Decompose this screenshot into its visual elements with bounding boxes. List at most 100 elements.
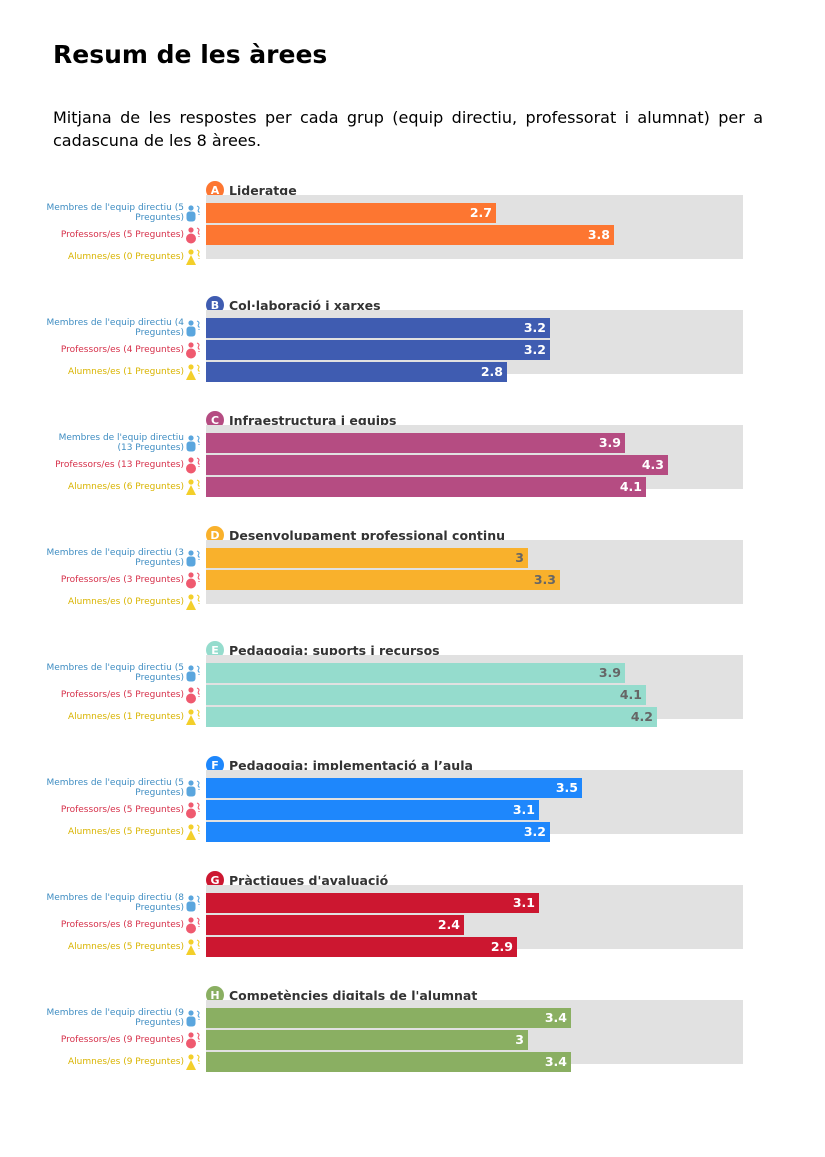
bar-row-directiu: Membres de l'equip directiu (4 Preguntes…	[0, 318, 825, 338]
area-letter-badge: H	[206, 986, 224, 1004]
bar-row-professorat: Professors/es (13 Preguntes) 4.3	[0, 455, 825, 475]
directiu-person-icon	[185, 204, 203, 222]
group-label-text: Membres de l'equip directiu (9 Preguntes…	[46, 1008, 184, 1028]
bar-c-professorat: 4.3	[206, 455, 668, 475]
bar-row-professorat: Professors/es (8 Preguntes) 2.4	[0, 915, 825, 935]
page-title: Resum de les àrees	[53, 40, 328, 69]
bar-value-label: 3.9	[598, 665, 621, 680]
bar-row-alumnat: Alumnes/es (1 Preguntes) 4.2	[0, 707, 825, 727]
group-label-text: Professors/es (5 Preguntes)	[60, 230, 184, 240]
bar-row-alumnat: Alumnes/es (0 Preguntes)	[0, 592, 825, 612]
directiu-person-icon	[185, 894, 203, 912]
bar-row-professorat: Professors/es (9 Preguntes) 3	[0, 1030, 825, 1050]
group-label: Alumnes/es (1 Preguntes)	[44, 707, 184, 727]
area-letter-badge: G	[206, 871, 224, 889]
group-label: Alumnes/es (6 Preguntes)	[44, 477, 184, 497]
group-label: Professors/es (5 Preguntes)	[44, 685, 184, 705]
bar-value-label: 4.3	[641, 457, 664, 472]
bar-row-directiu: Membres de l'equip directiu (5 Preguntes…	[0, 778, 825, 798]
bar-value-label: 3.2	[523, 824, 546, 839]
bar-value-label: 3.1	[512, 895, 535, 910]
bar-row-alumnat: Alumnes/es (9 Preguntes) 3.4	[0, 1052, 825, 1072]
student-person-icon	[185, 478, 203, 496]
bar-f-alumnat: 3.2	[206, 822, 550, 842]
bar-row-alumnat: Alumnes/es (1 Preguntes) 2.8	[0, 362, 825, 382]
area-block-a: A Lideratge Membres de l'equip directiu (5…	[0, 181, 825, 286]
group-label: Membres de l'equip directiu (8 Preguntes…	[44, 893, 184, 913]
group-label: Alumnes/es (5 Preguntes)	[44, 937, 184, 957]
area-letter-badge: D	[206, 526, 224, 544]
bar-b-professorat: 3.2	[206, 340, 550, 360]
directiu-person-icon	[185, 1009, 203, 1027]
teacher-person-icon	[185, 1031, 203, 1049]
group-label-text: Professors/es (13 Preguntes)	[55, 460, 184, 470]
group-label: Membres de l'equip directiu (5 Preguntes…	[44, 663, 184, 683]
bar-value-label: 3.4	[544, 1010, 567, 1025]
student-person-icon	[185, 938, 203, 956]
bar-row-directiu: Membres de l'equip directiu (3 Preguntes…	[0, 548, 825, 568]
area-letter-badge: E	[206, 641, 224, 659]
bar-row-professorat: Professors/es (5 Preguntes) 3.1	[0, 800, 825, 820]
bar-row-directiu: Membres de l'equip directiu (13 Pregunte…	[0, 433, 825, 453]
group-label: Alumnes/es (9 Preguntes)	[44, 1052, 184, 1072]
bar-value-label: 3.2	[523, 320, 546, 335]
group-label: Professors/es (5 Preguntes)	[44, 800, 184, 820]
bar-row-professorat: Professors/es (4 Preguntes) 3.2	[0, 340, 825, 360]
group-label: Professors/es (13 Preguntes)	[44, 455, 184, 475]
group-label-text: Alumnes/es (9 Preguntes)	[68, 1057, 184, 1067]
bar-value-label: 4.1	[619, 479, 642, 494]
teacher-person-icon	[185, 801, 203, 819]
area-title: Infraestructura i equips	[229, 412, 397, 428]
bar-h-directiu: 3.4	[206, 1008, 571, 1028]
bar-value-label: 2.4	[437, 917, 460, 932]
bar-row-directiu: Membres de l'equip directiu (8 Preguntes…	[0, 893, 825, 913]
bar-g-alumnat: 2.9	[206, 937, 517, 957]
group-label-text: Alumnes/es (1 Preguntes)	[68, 367, 184, 377]
bar-value-label: 2.8	[480, 364, 503, 379]
bar-e-alumnat: 4.2	[206, 707, 657, 727]
directiu-person-icon	[185, 779, 203, 797]
area-title: Pràctiques d'avaluació	[229, 872, 389, 888]
group-label-text: Alumnes/es (1 Preguntes)	[68, 712, 184, 722]
group-label: Alumnes/es (0 Preguntes)	[44, 592, 184, 612]
bar-value-label: 3	[515, 1032, 524, 1047]
area-title: Competències digitals de l'alumnat	[229, 987, 478, 1003]
group-label: Alumnes/es (5 Preguntes)	[44, 822, 184, 842]
area-header: D Desenvolupament professional continu	[206, 526, 505, 544]
bar-value-label: 3.9	[598, 435, 621, 450]
bar-value-label: 3.8	[587, 227, 610, 242]
group-label-text: Membres de l'equip directiu (8 Preguntes…	[46, 893, 184, 913]
group-label-text: Professors/es (9 Preguntes)	[60, 1035, 184, 1045]
bar-f-directiu: 3.5	[206, 778, 582, 798]
group-label: Professors/es (4 Preguntes)	[44, 340, 184, 360]
bar-b-alumnat: 2.8	[206, 362, 507, 382]
bar-value-label: 3.2	[523, 342, 546, 357]
teacher-person-icon	[185, 686, 203, 704]
group-label-text: Alumnes/es (6 Preguntes)	[68, 482, 184, 492]
bar-a-directiu: 2.7	[206, 203, 496, 223]
teacher-person-icon	[185, 916, 203, 934]
area-block-e: E Pedagogia: suports i recursos Membres de…	[0, 641, 825, 746]
bar-h-alumnat: 3.4	[206, 1052, 571, 1072]
student-person-icon	[185, 823, 203, 841]
group-label-text: Membres de l'equip directiu (13 Pregunte…	[58, 433, 184, 453]
bar-e-directiu: 3.9	[206, 663, 625, 683]
bar-row-professorat: Professors/es (5 Preguntes) 3.8	[0, 225, 825, 245]
group-label: Membres de l'equip directiu (9 Preguntes…	[44, 1008, 184, 1028]
bar-g-professorat: 2.4	[206, 915, 464, 935]
group-label-text: Professors/es (3 Preguntes)	[60, 575, 184, 585]
bar-row-directiu: Membres de l'equip directiu (5 Preguntes…	[0, 203, 825, 223]
bar-value-label: 2.7	[469, 205, 492, 220]
group-label-text: Membres de l'equip directiu (5 Preguntes…	[46, 203, 184, 223]
area-block-h: H Competències digitals de l'alumnat Membr…	[0, 986, 825, 1091]
group-label-text: Membres de l'equip directiu (5 Preguntes…	[46, 663, 184, 683]
bar-value-label: 3	[515, 550, 524, 565]
group-label-text: Alumnes/es (0 Preguntes)	[68, 252, 184, 262]
bar-row-alumnat: Alumnes/es (0 Preguntes)	[0, 247, 825, 267]
bar-row-alumnat: Alumnes/es (5 Preguntes) 3.2	[0, 822, 825, 842]
group-label: Professors/es (5 Preguntes)	[44, 225, 184, 245]
group-label-text: Professors/es (8 Preguntes)	[60, 920, 184, 930]
teacher-person-icon	[185, 341, 203, 359]
student-person-icon	[185, 248, 203, 266]
bar-row-alumnat: Alumnes/es (5 Preguntes) 2.9	[0, 937, 825, 957]
